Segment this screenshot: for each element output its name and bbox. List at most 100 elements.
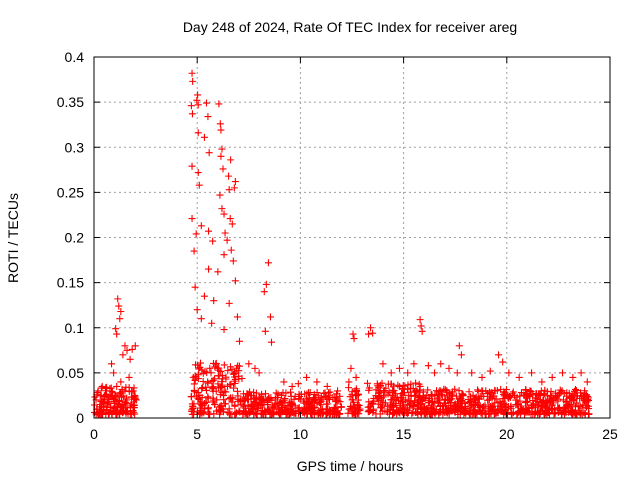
data-point — [579, 401, 587, 409]
data-point — [329, 410, 337, 418]
data-point — [568, 410, 576, 418]
data-point — [345, 378, 353, 386]
data-point — [485, 388, 493, 396]
data-point — [229, 394, 237, 402]
data-point — [190, 400, 198, 408]
data-point — [216, 191, 224, 199]
data-point — [571, 389, 579, 397]
data-point — [104, 398, 112, 406]
data-point — [225, 395, 233, 403]
data-point — [480, 403, 488, 411]
data-point — [545, 397, 553, 405]
data-point — [294, 380, 302, 388]
y-tick-label: 0.4 — [65, 49, 85, 65]
data-point — [372, 395, 380, 403]
data-point — [197, 222, 205, 230]
data-point — [475, 395, 483, 403]
data-point — [220, 251, 228, 259]
data-point — [440, 402, 448, 410]
data-point — [528, 402, 536, 410]
data-point — [468, 369, 476, 377]
data-point — [233, 364, 241, 372]
data-point — [324, 395, 332, 403]
data-point — [205, 149, 213, 157]
data-point — [243, 410, 251, 418]
data-point — [569, 373, 577, 381]
data-point — [206, 364, 214, 372]
data-point — [559, 396, 567, 404]
data-point — [334, 387, 342, 395]
data-point — [226, 381, 234, 389]
grid — [94, 57, 610, 418]
data-point — [198, 366, 206, 374]
data-point — [188, 407, 196, 415]
data-point — [287, 388, 295, 396]
data-point — [129, 403, 137, 411]
data-point — [350, 335, 358, 343]
data-point — [98, 382, 106, 390]
data-point — [123, 400, 131, 408]
data-point — [528, 369, 536, 377]
data-point — [538, 378, 546, 386]
data-point — [131, 410, 139, 418]
data-point — [102, 383, 110, 391]
data-point — [121, 387, 129, 395]
data-point — [406, 397, 414, 405]
data-point — [429, 398, 437, 406]
data-point — [583, 378, 591, 386]
data-point — [279, 408, 287, 416]
data-point — [435, 399, 443, 407]
data-point — [113, 382, 121, 390]
data-point — [318, 405, 326, 413]
data-point — [300, 399, 308, 407]
data-point — [190, 386, 198, 394]
data-point — [451, 385, 459, 393]
plot-frame — [93, 56, 611, 419]
data-point — [287, 398, 295, 406]
data-point — [109, 389, 117, 397]
data-point — [544, 392, 552, 400]
data-point — [295, 406, 303, 414]
data-point — [230, 384, 238, 392]
data-point — [457, 398, 465, 406]
data-points — [90, 69, 593, 418]
data-point — [396, 383, 404, 391]
y-tick-label: 0 — [76, 410, 84, 426]
data-point — [116, 315, 124, 323]
data-point — [194, 361, 202, 369]
data-point — [131, 391, 139, 399]
data-point — [308, 397, 316, 405]
data-point — [445, 364, 453, 372]
data-point — [119, 407, 127, 415]
data-point — [326, 388, 334, 396]
data-point — [238, 375, 246, 383]
data-point — [451, 403, 459, 411]
data-point — [469, 391, 477, 399]
data-point — [382, 384, 390, 392]
data-point — [409, 409, 417, 417]
data-point — [387, 369, 395, 377]
data-point — [239, 401, 247, 409]
data-point — [323, 382, 331, 390]
data-point — [128, 345, 136, 353]
data-point — [575, 408, 583, 416]
data-point — [536, 398, 544, 406]
data-point — [471, 410, 479, 418]
data-point — [113, 330, 121, 338]
data-point — [517, 409, 525, 417]
data-point — [471, 396, 479, 404]
data-point — [200, 133, 208, 141]
data-point — [295, 394, 303, 402]
data-point — [188, 110, 196, 118]
data-point — [365, 386, 373, 394]
data-point — [230, 184, 238, 192]
data-point — [333, 390, 341, 398]
data-point — [211, 400, 219, 408]
data-point — [316, 399, 324, 407]
data-point — [191, 283, 199, 291]
data-point — [412, 379, 420, 387]
y-tick-label: 0.25 — [57, 184, 84, 200]
data-point — [443, 391, 451, 399]
data-point — [582, 392, 590, 400]
data-point — [502, 402, 510, 410]
